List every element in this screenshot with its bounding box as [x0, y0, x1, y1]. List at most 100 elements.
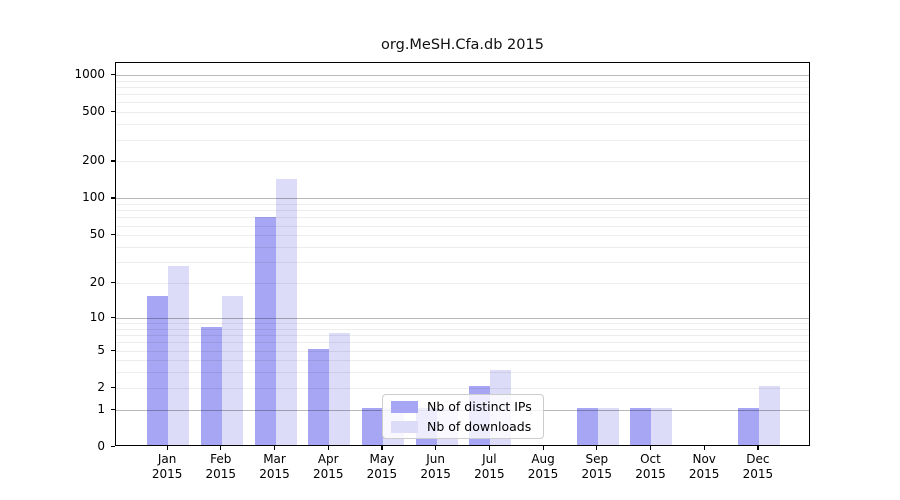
y-tick-label: 100	[82, 190, 105, 205]
gridline-minor	[116, 225, 809, 227]
bar-nb-of-distinct-ips-apr	[308, 348, 330, 445]
gridline-minor	[116, 360, 809, 362]
bar-nb-of-downloads-oct	[651, 407, 673, 445]
chart-title: org.MeSH.Cfa.db 2015	[381, 37, 544, 53]
x-label-year: 2015	[312, 466, 344, 481]
gridline-minor	[116, 94, 809, 96]
x-tick-label-jun: Jun 2015	[404, 452, 468, 481]
gridline-minor	[116, 204, 809, 206]
plot-area: Nb of distinct IPs Nb of downloads	[115, 62, 810, 446]
y-tick-label: 200	[82, 153, 105, 168]
x-label-year: 2015	[581, 466, 613, 481]
x-tick-label-sep: Sep 2015	[565, 452, 629, 481]
x-tick-label-nov: Nov 2015	[672, 452, 736, 481]
gridline-minor	[116, 328, 809, 330]
bar-nb-of-distinct-ips-mar	[254, 216, 276, 445]
gridline-minor	[116, 342, 809, 344]
legend-label-downloads: Nb of downloads	[427, 418, 532, 434]
gridline-minor	[116, 335, 809, 337]
x-label-month: Sep	[585, 452, 609, 466]
gridline-minor	[116, 112, 809, 114]
gridline-minor	[116, 372, 809, 374]
x-label-year: 2015	[151, 466, 183, 481]
gridline-minor	[116, 323, 809, 324]
y-tick-mark	[111, 386, 115, 389]
legend-row-downloads: Nb of downloads	[391, 418, 535, 435]
x-tick-label-jul: Jul 2015	[457, 452, 521, 481]
x-tick-label-dec: Dec 2015	[726, 452, 790, 481]
bar-nb-of-downloads-feb	[221, 295, 243, 445]
x-tick-mark	[488, 446, 491, 450]
x-tick-label-may: May 2015	[350, 452, 414, 481]
x-tick-label-oct: Oct 2015	[618, 452, 682, 481]
x-tick-mark	[649, 446, 652, 450]
x-label-month: Nov	[692, 452, 716, 466]
x-tick-label-jan: Jan 2015	[135, 452, 199, 481]
x-tick-mark	[381, 446, 383, 450]
bar-nb-of-downloads-dec	[758, 385, 780, 445]
gridline-minor	[116, 210, 809, 212]
x-label-year: 2015	[259, 466, 290, 481]
gridline-minor	[116, 124, 809, 126]
y-tick-mark	[111, 408, 115, 410]
bar-nb-of-downloads-mar	[275, 178, 297, 445]
y-tick-mark	[111, 349, 115, 351]
gridline-minor	[116, 247, 809, 248]
legend-swatch-downloads-icon	[391, 420, 418, 433]
bar-nb-of-distinct-ips-jan	[147, 295, 169, 445]
x-label-year: 2015	[742, 466, 774, 481]
x-label-year: 2015	[420, 466, 451, 481]
x-label-year: 2015	[474, 466, 505, 481]
x-tick-mark	[596, 446, 598, 450]
x-label-month: Dec	[746, 452, 770, 466]
bar-nb-of-distinct-ips-dec	[737, 407, 759, 445]
x-tick-label-aug: Aug 2015	[511, 452, 575, 481]
y-tick-label: 2	[97, 379, 105, 394]
legend-row-distinct-ips: Nb of distinct IPs	[391, 398, 535, 415]
legend-swatch-distinct-ips-icon	[391, 400, 418, 413]
x-tick-label-mar: Mar 2015	[243, 452, 307, 481]
grid-layer	[116, 63, 809, 445]
gridline-major	[116, 198, 809, 200]
x-label-month: Jan	[157, 452, 177, 466]
x-label-month: Feb	[210, 452, 232, 466]
x-label-month: Jul	[482, 452, 497, 466]
y-tick-mark	[111, 160, 115, 162]
x-label-month: Apr	[317, 452, 339, 466]
x-label-month: Mar	[263, 452, 286, 466]
y-tick-label: 1	[97, 401, 105, 416]
x-tick-mark	[757, 446, 759, 450]
x-label-month: May	[369, 452, 395, 466]
bar-nb-of-downloads-apr	[329, 333, 351, 445]
gridline-major	[116, 74, 809, 76]
legend-label-distinct-ips: Nb of distinct IPs	[427, 398, 532, 414]
y-tick-label: 0	[97, 439, 105, 453]
x-label-month: Aug	[531, 452, 555, 466]
x-tick-label-apr: Apr 2015	[296, 452, 360, 481]
gridline-minor	[116, 217, 809, 219]
x-tick-mark	[274, 446, 276, 450]
gridline-minor	[116, 235, 809, 237]
y-tick-label: 5	[97, 342, 105, 357]
x-tick-mark	[327, 446, 329, 450]
gridline-major	[116, 317, 809, 319]
bar-nb-of-distinct-ips-may	[361, 407, 383, 445]
bar-nb-of-distinct-ips-feb	[200, 326, 222, 445]
y-tick-mark	[111, 73, 115, 76]
x-tick-mark	[703, 446, 705, 450]
gridline-minor	[116, 80, 809, 82]
gridline-minor	[116, 387, 809, 389]
x-label-month: Oct	[640, 452, 661, 466]
y-tick-mark	[111, 316, 115, 319]
gridline-minor	[116, 283, 809, 285]
y-tick-label: 20	[89, 275, 105, 290]
y-tick-mark	[111, 197, 115, 199]
gridline-minor	[116, 262, 809, 264]
x-tick-mark	[220, 446, 222, 450]
gridline-minor	[116, 350, 809, 352]
gridline-minor	[116, 161, 809, 163]
y-tick-label: 50	[89, 227, 105, 242]
gridline-minor	[116, 139, 809, 141]
x-label-year: 2015	[366, 466, 398, 481]
